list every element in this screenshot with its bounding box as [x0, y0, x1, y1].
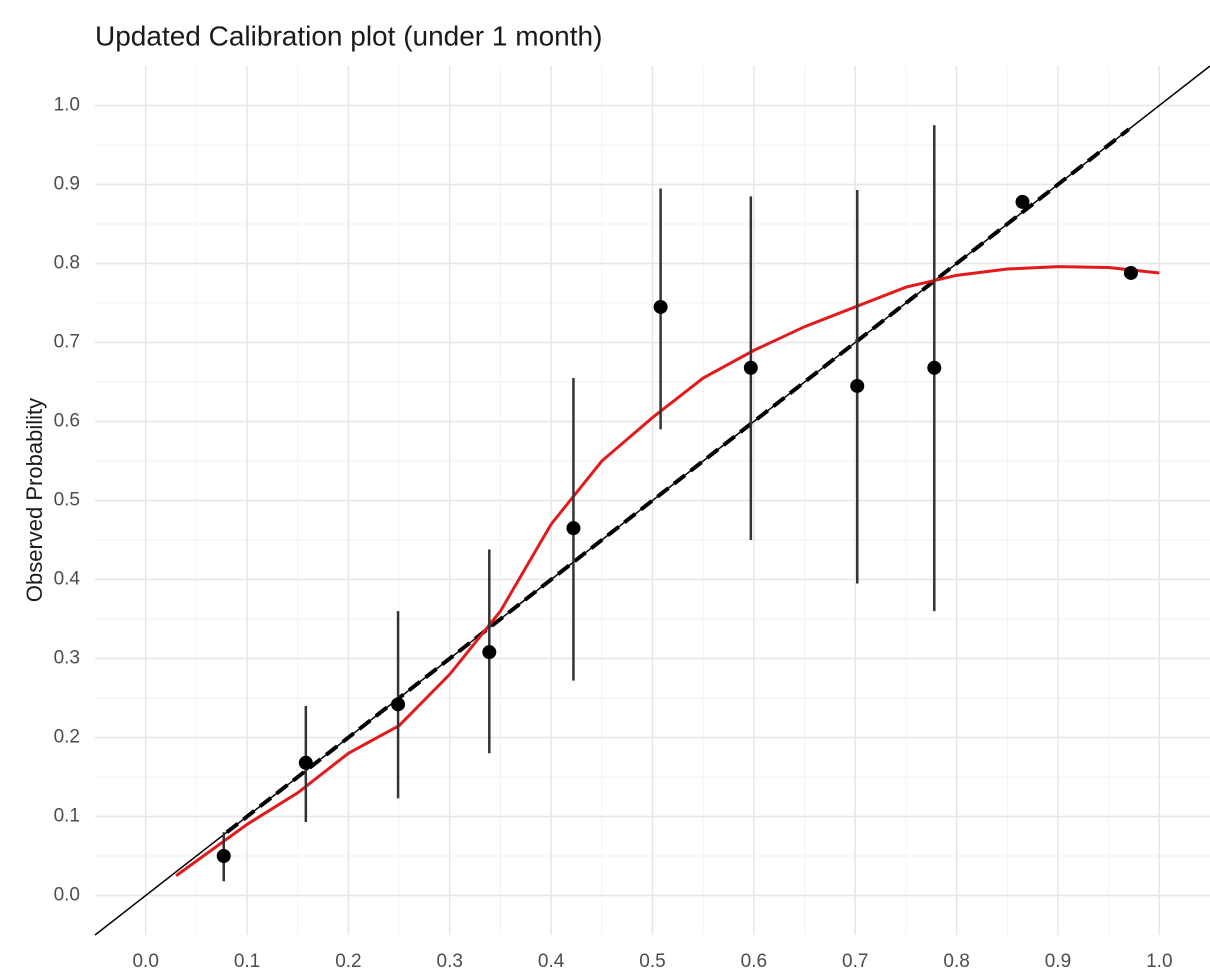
y-tick-label: 0.4: [54, 569, 81, 590]
point: [850, 378, 865, 393]
dashed-line: [225, 127, 1131, 834]
x-tick-label: 0.6: [741, 951, 767, 972]
x-tick-label: 0.3: [437, 951, 463, 972]
point: [743, 360, 758, 375]
y-tick-label: 0.3: [54, 648, 80, 669]
y-tick-label: 0.2: [54, 727, 80, 748]
y-tick-label: 0.7: [54, 332, 80, 353]
point: [1015, 194, 1030, 209]
x-tick-label: 0.4: [538, 951, 565, 972]
point: [653, 299, 668, 314]
point: [216, 849, 231, 863]
line: [175, 265, 1160, 877]
x-tick-label: 0.8: [943, 951, 969, 972]
point: [391, 697, 406, 712]
point: [482, 645, 497, 660]
x-tick-label: 0.1: [234, 951, 260, 972]
point: [566, 521, 581, 536]
point: [1123, 265, 1138, 280]
x-tick-label: 0.0: [132, 951, 158, 972]
y-axis-title: Observed Probability: [22, 398, 47, 602]
x-tick-label: 0.7: [842, 951, 868, 972]
y-tick-label: 0.6: [54, 411, 80, 432]
x-tick-label: 0.9: [1045, 951, 1071, 972]
y-tick-label: 1.0: [54, 95, 80, 116]
y-tick-label: 0.1: [54, 806, 80, 827]
chart-title: Updated Calibration plot (under 1 month): [95, 20, 602, 51]
x-tick-label: 0.5: [639, 951, 665, 972]
y-tick-label: 0.0: [54, 885, 80, 906]
x-tick-label: 0.2: [335, 951, 361, 972]
y-tick-label: 0.8: [54, 253, 80, 274]
y-tick-label: 0.5: [54, 490, 80, 511]
point: [927, 360, 942, 375]
x-tick-label: 1.0: [1146, 951, 1172, 972]
y-tick-label: 0.9: [54, 174, 80, 195]
point: [298, 755, 313, 770]
